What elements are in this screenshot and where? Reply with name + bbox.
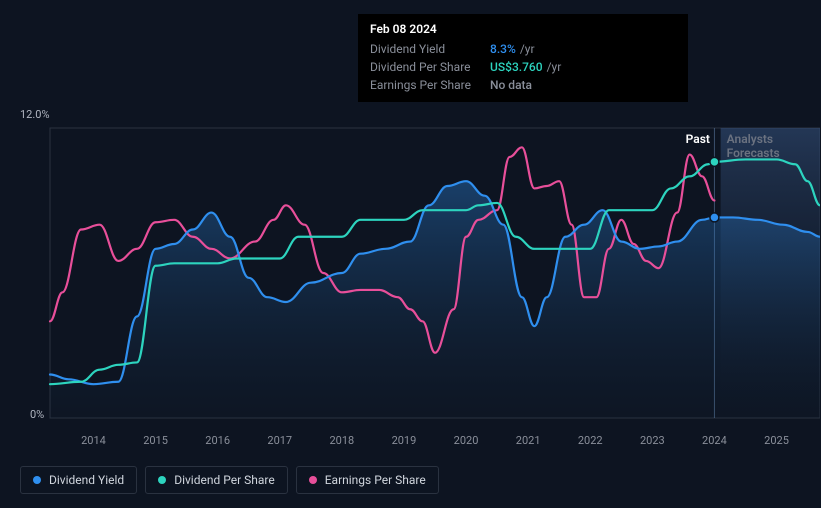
- tooltip-metric-value: 8.3%: [490, 42, 516, 56]
- legend-label: Dividend Yield: [49, 473, 124, 487]
- x-axis-label: 2020: [454, 434, 479, 447]
- tooltip-metric-unit: /yr: [547, 60, 562, 74]
- legend-dot: [309, 476, 317, 484]
- x-axis-label: 2025: [764, 434, 789, 447]
- legend-dot: [158, 476, 166, 484]
- tooltip-date: Feb 08 2024: [370, 22, 676, 36]
- x-axis-label: 2022: [578, 434, 603, 447]
- x-axis-label: 2023: [640, 434, 665, 447]
- tooltip-metric-label: Dividend Per Share: [370, 60, 490, 74]
- x-axis-label: 2021: [516, 434, 541, 447]
- tooltip-metric-unit: /yr: [520, 42, 535, 56]
- legend-dot: [33, 476, 41, 484]
- legend-item[interactable]: Dividend Yield: [20, 466, 137, 494]
- forecast-label: Analysts Forecasts: [727, 132, 820, 160]
- legend: Dividend Yield Dividend Per Share Earnings…: [20, 466, 439, 494]
- x-axis-label: 2016: [205, 434, 230, 447]
- tooltip-row: Dividend Per ShareUS$3.760/yr: [370, 58, 676, 76]
- past-label: Past: [686, 132, 710, 146]
- tooltip-row: Dividend Yield8.3% /yr: [370, 40, 676, 58]
- legend-item[interactable]: Earnings Per Share: [296, 466, 439, 494]
- legend-item[interactable]: Dividend Per Share: [145, 466, 288, 494]
- x-axis-label: 2014: [81, 434, 106, 447]
- tooltip-metric-value: No data: [490, 78, 532, 92]
- tooltip-row: Earnings Per ShareNo data: [370, 76, 676, 94]
- tooltip-metric-label: Dividend Yield: [370, 42, 490, 56]
- x-axis-label: 2024: [702, 434, 727, 447]
- legend-label: Dividend Per Share: [174, 473, 275, 487]
- chart-tooltip: Feb 08 2024 Dividend Yield8.3%/yrDividen…: [358, 14, 688, 102]
- x-axis-label: 2017: [267, 434, 292, 447]
- tooltip-metric-value: US$3.760: [490, 60, 543, 74]
- x-axis-label: 2018: [329, 434, 354, 447]
- legend-label: Earnings Per Share: [325, 473, 426, 487]
- tooltip-metric-label: Earnings Per Share: [370, 78, 490, 92]
- x-axis-label: 2019: [392, 434, 417, 447]
- x-axis-label: 2015: [143, 434, 168, 447]
